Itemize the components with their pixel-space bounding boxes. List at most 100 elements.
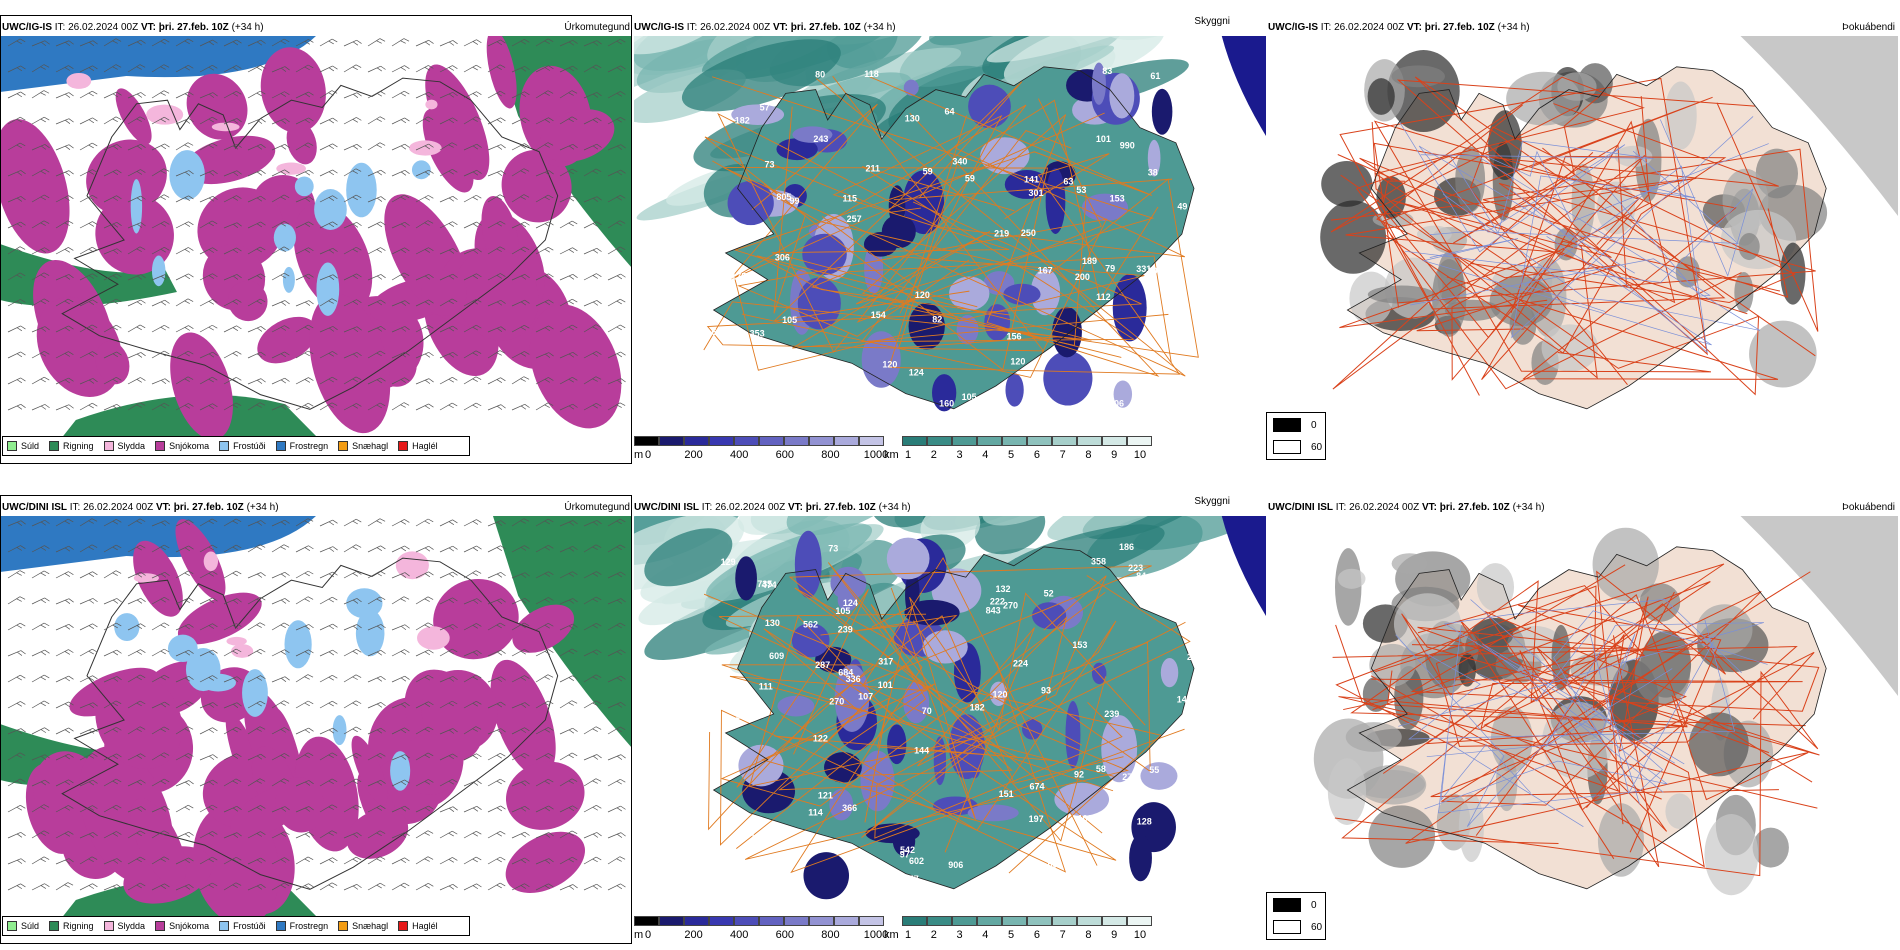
- wind-barb: [367, 882, 386, 891]
- road-line: [890, 587, 1146, 821]
- visibility-km-segment: [1127, 916, 1152, 926]
- wind-barb: [487, 350, 506, 359]
- wind-barb: [319, 90, 338, 99]
- wind-barb: [511, 376, 530, 385]
- precip-legend-label: Súld: [21, 441, 40, 451]
- visibility-value-label: 805: [776, 192, 791, 202]
- wind-barb: [151, 221, 170, 229]
- wind-barb: [295, 142, 314, 151]
- wind-barb: [535, 778, 554, 787]
- wind-barb: [607, 324, 626, 333]
- river-line: [1540, 633, 1640, 805]
- wind-barb: [415, 65, 434, 73]
- wind-barb: [7, 403, 26, 411]
- precip-legend-swatch: [338, 441, 349, 451]
- wind-barb: [319, 546, 338, 553]
- wind-barb: [127, 882, 146, 891]
- precip-legend-item: Súld: [7, 921, 39, 931]
- visibility-m-segment: [834, 916, 859, 926]
- wind-barb: [367, 779, 386, 787]
- precip-legend-item: Frostregn: [275, 921, 328, 931]
- snow-area: [505, 761, 585, 830]
- wind-barb: [463, 570, 482, 579]
- road-line: [1370, 634, 1705, 868]
- wind-barb: [223, 65, 242, 73]
- wind-barb: [127, 143, 146, 151]
- low-visibility-area: [1221, 36, 1266, 136]
- visibility-m-tick-label: 200: [684, 449, 703, 461]
- wind-barb: [511, 545, 530, 553]
- sleet-area: [203, 551, 219, 572]
- wind-barb: [31, 272, 50, 281]
- wind-barb: [103, 753, 122, 761]
- precip-legend-swatch: [275, 441, 286, 451]
- wind-barb: [7, 142, 26, 151]
- wind-barb: [271, 144, 290, 151]
- wind-barb: [223, 325, 242, 333]
- low-visibility-area: [1160, 658, 1179, 688]
- wind-barb: [487, 39, 506, 47]
- panel-header-r0-c0: UWC/IG-IS IT: 26.02.2024 00Z VT: þri. 27…: [2, 20, 264, 36]
- visibility-m-tick-label: 400: [730, 929, 749, 941]
- wind-barb: [103, 116, 122, 125]
- wind-barb: [415, 596, 434, 605]
- wind-barb: [415, 545, 434, 553]
- wind-barb: [487, 299, 506, 307]
- wind-barb: [391, 377, 410, 385]
- wind-barb: [391, 702, 410, 709]
- low-visibility-area: [1091, 62, 1106, 105]
- fog-field: [1634, 641, 1691, 706]
- visibility-m-segment: [684, 436, 709, 446]
- wind-barb: [271, 857, 290, 865]
- wind-barb: [175, 804, 194, 813]
- visibility-value-label: 84: [785, 385, 795, 395]
- param-title-fog: Þokuábendi: [1842, 502, 1895, 513]
- visibility-km-tick-label: 8: [1085, 929, 1092, 941]
- wind-barb: [367, 676, 386, 683]
- wind-barb: [103, 298, 122, 307]
- visibility-value-label: 634: [1175, 797, 1190, 807]
- wind-barb: [7, 858, 26, 865]
- wind-barb: [343, 571, 362, 579]
- wind-barb: [151, 701, 170, 709]
- visibility-value-label: 223: [1128, 563, 1143, 573]
- wind-barb: [559, 830, 578, 839]
- visibility-value-label: 358: [1091, 557, 1106, 567]
- visibility-value-label: 56: [736, 711, 746, 721]
- fog-legend-label: 60: [1311, 921, 1323, 933]
- wind-barb: [127, 39, 146, 47]
- wind-barb: [103, 64, 122, 73]
- low-visibility-area: [794, 530, 822, 598]
- wind-barb: [559, 90, 578, 99]
- road-line: [861, 112, 1160, 377]
- wind-barb: [343, 753, 362, 761]
- visibility-value-label: 271: [1187, 652, 1202, 662]
- wind-barb: [127, 169, 146, 177]
- precip-legend-label: Súld: [21, 921, 40, 931]
- visibility-m-segment: [734, 436, 759, 446]
- wind-barb: [559, 727, 578, 735]
- wind-barb: [295, 752, 314, 761]
- wind-barb: [535, 832, 554, 839]
- wind-barb: [7, 545, 26, 553]
- wind-barb: [535, 674, 554, 683]
- precip-legend-swatch: [219, 921, 230, 931]
- wind-barb: [55, 701, 74, 709]
- wind-barb: [247, 273, 266, 281]
- low-visibility-area: [1022, 718, 1043, 740]
- wind-barb: [319, 804, 338, 813]
- wind-barb: [391, 519, 410, 527]
- visibility-value-label: 144: [914, 746, 929, 756]
- visibility-km-segment: [1027, 436, 1052, 446]
- road-line: [721, 588, 1114, 792]
- wind-barb: [439, 221, 458, 229]
- wind-barb: [31, 194, 50, 203]
- wind-barb: [319, 596, 338, 605]
- wind-barb: [271, 325, 290, 333]
- wind-barb: [415, 752, 434, 761]
- visibility-value-label: 82: [932, 314, 942, 324]
- wind-barb: [103, 324, 122, 333]
- wind-barb: [79, 832, 98, 839]
- wind-barb: [79, 273, 98, 281]
- wind-barb: [271, 38, 290, 47]
